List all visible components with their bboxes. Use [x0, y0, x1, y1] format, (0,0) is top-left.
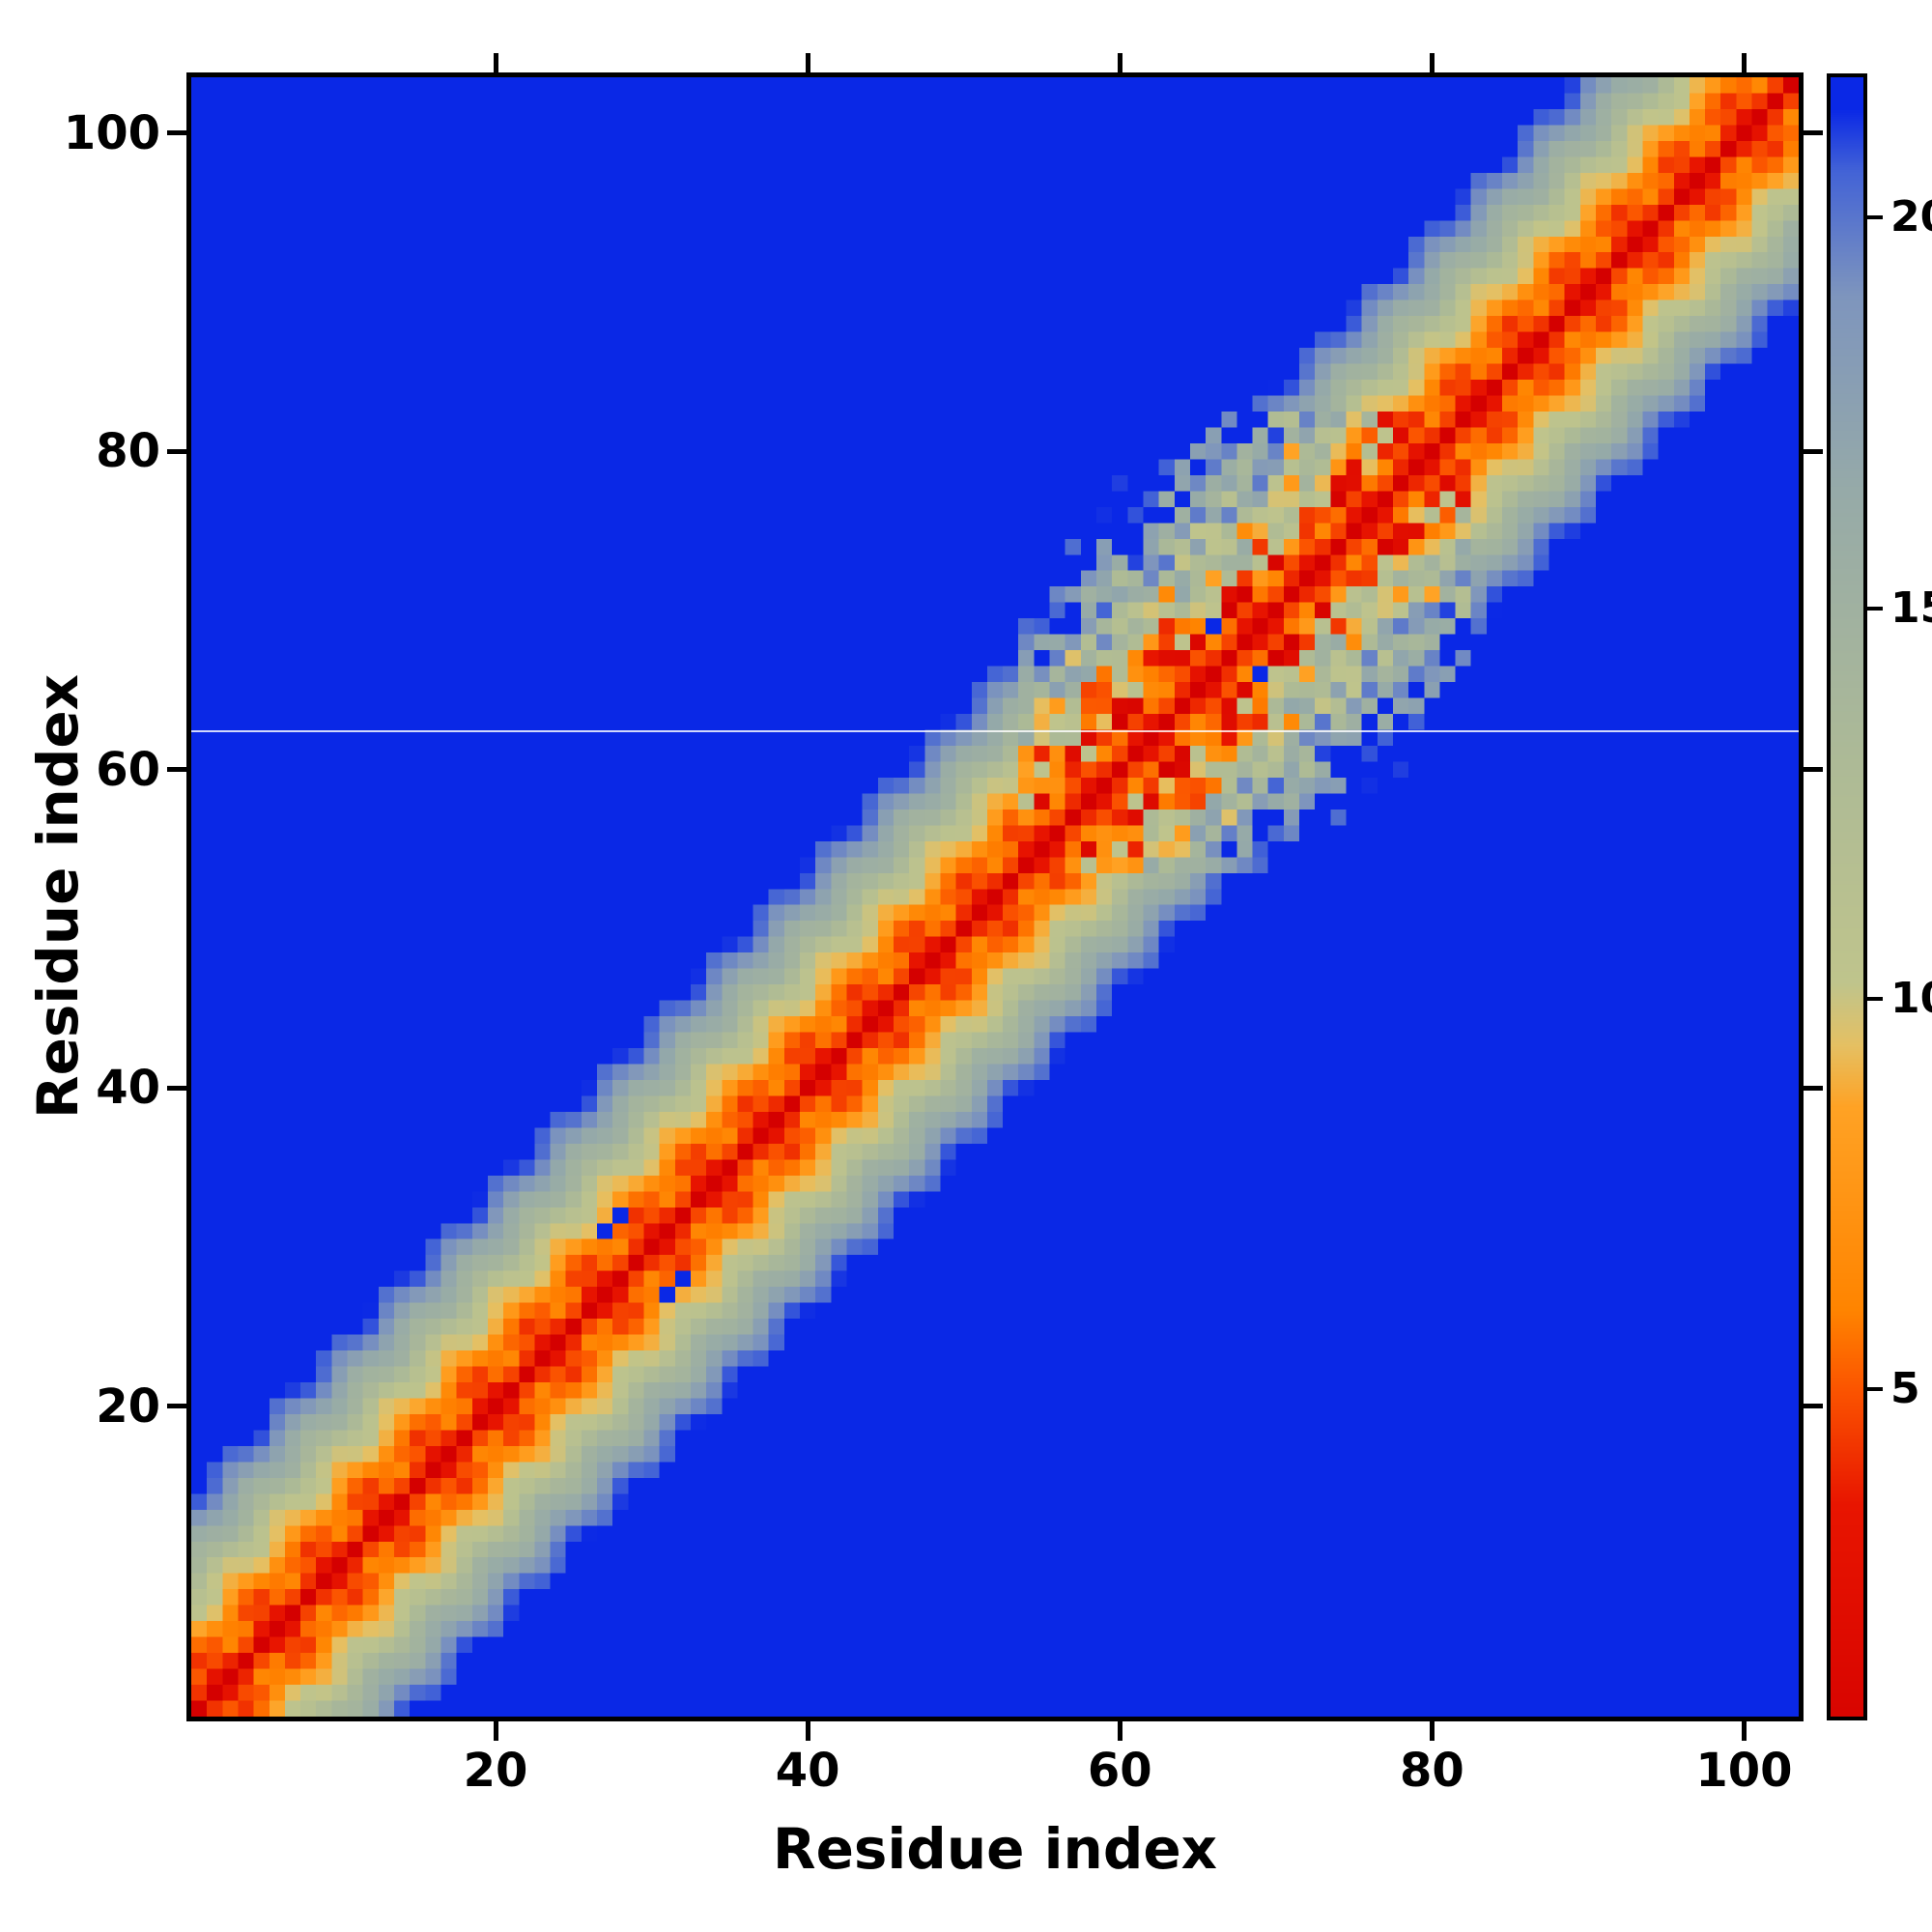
y-tick-mark-right: [1804, 1085, 1823, 1091]
y-tick-mark-right: [1804, 1404, 1823, 1409]
y-tick-mark-right: [1804, 448, 1823, 454]
y-tick-mark-right: [1804, 767, 1823, 773]
colorbar-tick-label: 15: [1890, 582, 1932, 633]
x-axis-label: Residue index: [772, 1816, 1218, 1882]
x-tick-label: 100: [1695, 1744, 1793, 1798]
x-tick-mark: [493, 1721, 498, 1741]
x-tick-mark-top: [1117, 53, 1122, 72]
y-axis-label: Residue index: [25, 673, 91, 1120]
x-tick-mark-top: [1741, 53, 1747, 72]
colorbar-tick-label: 10: [1890, 973, 1932, 1023]
x-tick-label: 20: [463, 1744, 528, 1798]
x-tick-mark: [1741, 1721, 1747, 1741]
y-tick-mark-right: [1804, 130, 1823, 136]
y-tick-mark: [167, 130, 186, 136]
colorbar-tick-mark: [1867, 215, 1883, 220]
x-tick-mark-top: [1429, 53, 1435, 72]
x-tick-mark: [1429, 1721, 1435, 1741]
x-tick-mark: [805, 1721, 810, 1741]
y-tick-mark: [167, 1085, 186, 1091]
y-tick-mark: [167, 1404, 186, 1409]
colorbar-tick-mark: [1867, 996, 1883, 1001]
x-tick-mark-top: [493, 53, 498, 72]
y-tick-label: 60: [96, 742, 160, 797]
x-tick-label: 60: [1087, 1744, 1152, 1798]
colorbar: [1831, 77, 1863, 1717]
colorbar-gradient: [1831, 77, 1863, 1717]
y-tick-label: 40: [96, 1061, 160, 1116]
y-tick-mark: [167, 767, 186, 773]
x-tick-mark: [1117, 1721, 1122, 1741]
colorbar-tick-label: 20: [1890, 192, 1932, 242]
x-tick-mark-top: [805, 53, 810, 72]
y-tick-label: 20: [96, 1378, 160, 1434]
x-tick-label: 40: [775, 1744, 840, 1798]
colorbar-tick-mark: [1867, 1386, 1883, 1391]
colorbar-tick-label: 5: [1890, 1363, 1920, 1413]
y-tick-label: 80: [96, 424, 160, 479]
colorbar-tick-mark: [1867, 606, 1883, 611]
y-tick-label: 100: [63, 105, 160, 160]
y-tick-mark: [167, 448, 186, 454]
distance-matrix-heatmap: [191, 77, 1799, 1717]
x-tick-label: 80: [1399, 1744, 1464, 1798]
heatmap-plot-area: [191, 77, 1799, 1717]
